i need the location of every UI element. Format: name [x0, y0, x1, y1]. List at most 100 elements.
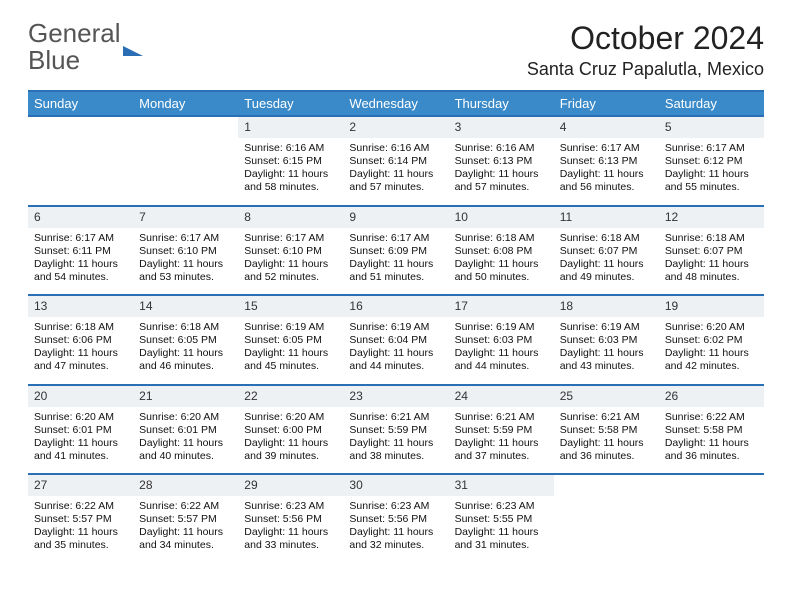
- sunset-text: Sunset: 6:13 PM: [455, 155, 548, 168]
- sunrise-text: Sunrise: 6:17 AM: [244, 232, 337, 245]
- day-number: 23: [343, 385, 448, 407]
- day-number: 8: [238, 206, 343, 228]
- sunrise-text: Sunrise: 6:20 AM: [34, 411, 127, 424]
- week-detail-row: Sunrise: 6:16 AMSunset: 6:15 PMDaylight:…: [28, 138, 764, 206]
- day-number: 29: [238, 474, 343, 496]
- day-number: 21: [133, 385, 238, 407]
- day-detail: Sunrise: 6:16 AMSunset: 6:15 PMDaylight:…: [238, 138, 343, 206]
- sunset-text: Sunset: 5:59 PM: [455, 424, 548, 437]
- daylight-text: Daylight: 11 hours and 58 minutes.: [244, 168, 337, 194]
- sunrise-text: Sunrise: 6:17 AM: [139, 232, 232, 245]
- sunset-text: Sunset: 6:12 PM: [665, 155, 758, 168]
- sunrise-text: Sunrise: 6:22 AM: [139, 500, 232, 513]
- day-detail: Sunrise: 6:16 AMSunset: 6:14 PMDaylight:…: [343, 138, 448, 206]
- daylight-text: Daylight: 11 hours and 44 minutes.: [349, 347, 442, 373]
- sunrise-text: Sunrise: 6:18 AM: [139, 321, 232, 334]
- sunrise-text: Sunrise: 6:22 AM: [665, 411, 758, 424]
- day-detail: Sunrise: 6:17 AMSunset: 6:11 PMDaylight:…: [28, 228, 133, 296]
- daylight-text: Daylight: 11 hours and 57 minutes.: [455, 168, 548, 194]
- day-detail: Sunrise: 6:19 AMSunset: 6:04 PMDaylight:…: [343, 317, 448, 385]
- daylight-text: Daylight: 11 hours and 45 minutes.: [244, 347, 337, 373]
- daylight-text: Daylight: 11 hours and 52 minutes.: [244, 258, 337, 284]
- sunrise-text: Sunrise: 6:20 AM: [139, 411, 232, 424]
- day-detail: Sunrise: 6:20 AMSunset: 6:01 PMDaylight:…: [28, 407, 133, 475]
- sunset-text: Sunset: 6:03 PM: [560, 334, 653, 347]
- sunrise-text: Sunrise: 6:17 AM: [560, 142, 653, 155]
- sunrise-text: Sunrise: 6:19 AM: [349, 321, 442, 334]
- day-detail: Sunrise: 6:17 AMSunset: 6:12 PMDaylight:…: [659, 138, 764, 206]
- week-daynum-row: 20212223242526: [28, 385, 764, 407]
- sunrise-text: Sunrise: 6:18 AM: [665, 232, 758, 245]
- day-number: 11: [554, 206, 659, 228]
- day-detail: Sunrise: 6:20 AMSunset: 6:02 PMDaylight:…: [659, 317, 764, 385]
- day-detail: Sunrise: 6:18 AMSunset: 6:06 PMDaylight:…: [28, 317, 133, 385]
- daylight-text: Daylight: 11 hours and 38 minutes.: [349, 437, 442, 463]
- daylight-text: Daylight: 11 hours and 41 minutes.: [34, 437, 127, 463]
- title-block: October 2024 Santa Cruz Papalutla, Mexic…: [527, 20, 764, 80]
- week-detail-row: Sunrise: 6:17 AMSunset: 6:11 PMDaylight:…: [28, 228, 764, 296]
- day-detail: Sunrise: 6:19 AMSunset: 6:05 PMDaylight:…: [238, 317, 343, 385]
- week-detail-row: Sunrise: 6:18 AM Sunset: 6:06 PM Daylight:…: [28, 317, 764, 385]
- daylight-text: Daylight: 11 hours and 34 minutes.: [139, 526, 232, 552]
- day-number: 6: [28, 206, 133, 228]
- sunset-text: Sunset: 6:10 PM: [244, 245, 337, 258]
- day-number: [133, 116, 238, 138]
- week-daynum-row: 12345: [28, 116, 764, 138]
- day-number: 9: [343, 206, 448, 228]
- daylight-text: Daylight: 11 hours and 40 minutes.: [139, 437, 232, 463]
- day-detail: [554, 496, 659, 563]
- day-detail: Sunrise: 6:21 AMSunset: 5:59 PMDaylight:…: [343, 407, 448, 475]
- logo-triangle-icon: [123, 29, 143, 56]
- sunrise-text: Sunrise: 6:21 AM: [455, 411, 548, 424]
- sunrise-text: Sunrise: 6:19 AM: [244, 321, 337, 334]
- sunrise-text: Sunrise: 6:21 AM: [560, 411, 653, 424]
- sunset-text: Sunset: 6:03 PM: [455, 334, 548, 347]
- day-number: 31: [449, 474, 554, 496]
- sunset-text: Sunset: 6:05 PM: [244, 334, 337, 347]
- sunrise-text: Sunrise: 6:17 AM: [665, 142, 758, 155]
- day-detail: Sunrise: 6:17 AMSunset: 6:10 PMDaylight:…: [133, 228, 238, 296]
- daylight-text: Daylight: 11 hours and 42 minutes.: [665, 347, 758, 373]
- daylight-text: Daylight: 11 hours and 49 minutes.: [560, 258, 653, 284]
- weekday-thursday: Thursday: [449, 91, 554, 116]
- sunrise-text: Sunrise: 6:21 AM: [349, 411, 442, 424]
- logo-text-1: General: [28, 18, 121, 48]
- daylight-text: Daylight: 11 hours and 53 minutes.: [139, 258, 232, 284]
- daylight-text: Daylight: 11 hours and 36 minutes.: [560, 437, 653, 463]
- day-detail: [28, 138, 133, 206]
- daylight-text: Daylight: 11 hours and 46 minutes.: [139, 347, 232, 373]
- sunset-text: Sunset: 5:57 PM: [34, 513, 127, 526]
- daylight-text: Daylight: 11 hours and 31 minutes.: [455, 526, 548, 552]
- week-daynum-row: 6789101112: [28, 206, 764, 228]
- sunset-text: Sunset: 5:55 PM: [455, 513, 548, 526]
- calendar-table: Sunday Monday Tuesday Wednesday Thursday…: [28, 90, 764, 563]
- daylight-text: Daylight: 11 hours and 33 minutes.: [244, 526, 337, 552]
- weekday-friday: Friday: [554, 91, 659, 116]
- day-number: 7: [133, 206, 238, 228]
- day-number: 10: [449, 206, 554, 228]
- day-number: 24: [449, 385, 554, 407]
- sunset-text: Sunset: 6:06 PM: [34, 334, 127, 347]
- day-number: 25: [554, 385, 659, 407]
- day-detail: Sunrise: 6:21 AMSunset: 5:58 PMDaylight:…: [554, 407, 659, 475]
- day-detail: [659, 496, 764, 563]
- day-detail: Sunrise: 6:23 AMSunset: 5:56 PMDaylight:…: [343, 496, 448, 563]
- day-detail: Sunrise: 6:16 AMSunset: 6:13 PMDaylight:…: [449, 138, 554, 206]
- day-detail: Sunrise: 6:22 AMSunset: 5:57 PMDaylight:…: [28, 496, 133, 563]
- day-number: [659, 474, 764, 496]
- sunrise-text: Sunrise: 6:22 AM: [34, 500, 127, 513]
- location: Santa Cruz Papalutla, Mexico: [527, 59, 764, 80]
- day-number: [28, 116, 133, 138]
- daylight-text: Daylight: 11 hours and 35 minutes.: [34, 526, 127, 552]
- sunrise-text: Sunrise: 6:17 AM: [349, 232, 442, 245]
- day-detail: Sunrise: 6:21 AMSunset: 5:59 PMDaylight:…: [449, 407, 554, 475]
- sunset-text: Sunset: 5:58 PM: [665, 424, 758, 437]
- sunset-text: Sunset: 5:58 PM: [560, 424, 653, 437]
- sunrise-text: Sunrise: 6:20 AM: [244, 411, 337, 424]
- sunset-text: Sunset: 6:07 PM: [560, 245, 653, 258]
- day-number: 30: [343, 474, 448, 496]
- sunset-text: Sunset: 5:56 PM: [244, 513, 337, 526]
- daylight-text: Daylight: 11 hours and 37 minutes.: [455, 437, 548, 463]
- day-detail: Sunrise: 6:19 AMSunset: 6:03 PMDaylight:…: [449, 317, 554, 385]
- month-title: October 2024: [527, 20, 764, 57]
